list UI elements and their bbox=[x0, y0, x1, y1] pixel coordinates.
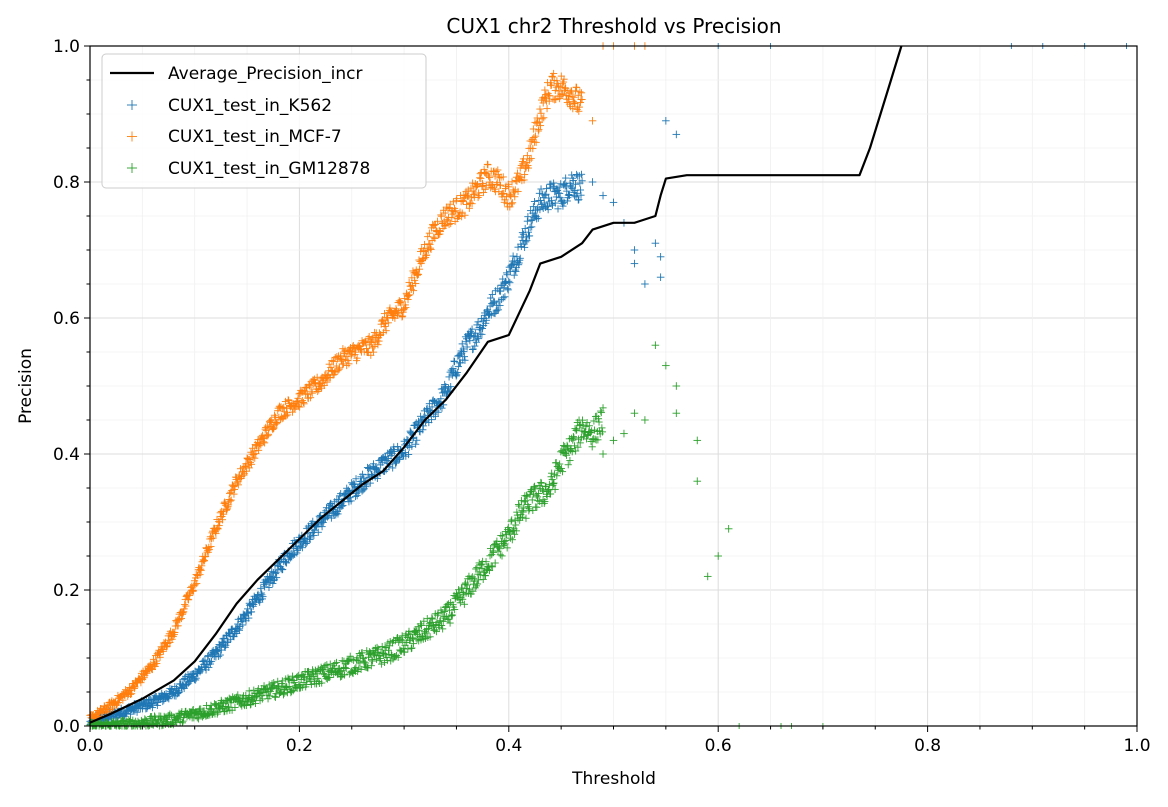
chart-title: CUX1 chr2 Threshold vs Precision bbox=[446, 14, 781, 38]
